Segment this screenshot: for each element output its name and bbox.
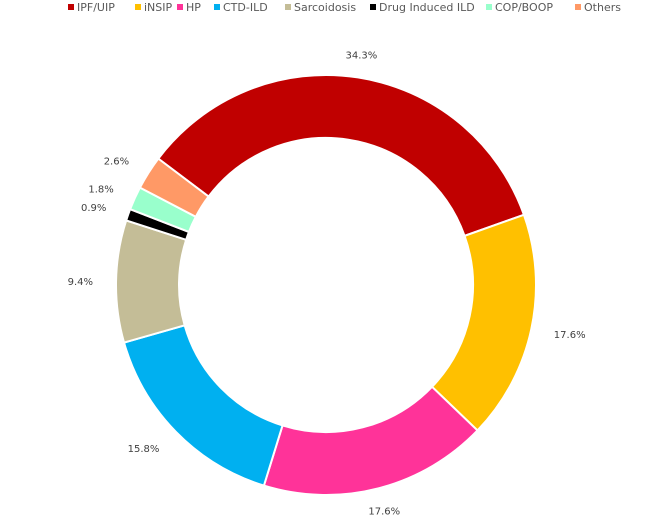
legend-label-sarcoidosis: Sarcoidosis: [294, 1, 356, 14]
legend-swatch-insip: [135, 4, 141, 10]
legend-label-drug-induced-ild: Drug Induced ILD: [379, 1, 475, 14]
slice-sarcoidosis: [115, 219, 188, 344]
legend-swatch-others: [575, 4, 581, 10]
data-label-ctd-ild: 15.8%: [128, 444, 160, 455]
donut-slices: [115, 74, 537, 496]
data-label-cop-boop: 1.8%: [88, 185, 113, 196]
data-label-others: 2.6%: [104, 156, 129, 167]
legend-swatch-ipf-uip: [68, 4, 74, 10]
legend-swatch-sarcoidosis: [285, 4, 291, 10]
legend: IPF/UIP iNSIP HP CTD-ILD Sarcoidosis Drug Ind…: [68, 1, 621, 14]
slice-ctd-ild: [122, 324, 284, 487]
legend-swatch-ctd-ild: [214, 4, 220, 10]
slice-others: [138, 157, 211, 219]
legend-swatch-cop-boop: [486, 4, 492, 10]
data-label-sarcoidosis: 9.4%: [68, 277, 93, 288]
data-label-hp: 17.6%: [368, 507, 400, 518]
data-label-ipf-uip: 34.3%: [346, 51, 378, 62]
legend-swatch-hp: [177, 4, 183, 10]
data-labels: 34.3% 17.6% 17.6% 15.8% 9.4% 0.9% 1.8% 2.6%: [68, 51, 586, 518]
slice-hp: [262, 385, 479, 496]
legend-label-ipf-uip: IPF/UIP: [77, 1, 115, 14]
legend-label-cop-boop: COP/BOOP: [495, 1, 553, 14]
data-label-insip: 17.6%: [554, 330, 586, 341]
slice-insip: [430, 213, 537, 432]
slice-ipf-uip: [156, 74, 526, 238]
legend-swatch-drug-induced-ild: [370, 4, 376, 10]
legend-label-ctd-ild: CTD-ILD: [223, 1, 268, 14]
legend-label-others: Others: [584, 1, 621, 14]
legend-label-hp: HP: [186, 1, 201, 14]
legend-label-insip: iNSIP: [144, 1, 173, 14]
data-label-drug-induced-ild: 0.9%: [81, 203, 106, 214]
